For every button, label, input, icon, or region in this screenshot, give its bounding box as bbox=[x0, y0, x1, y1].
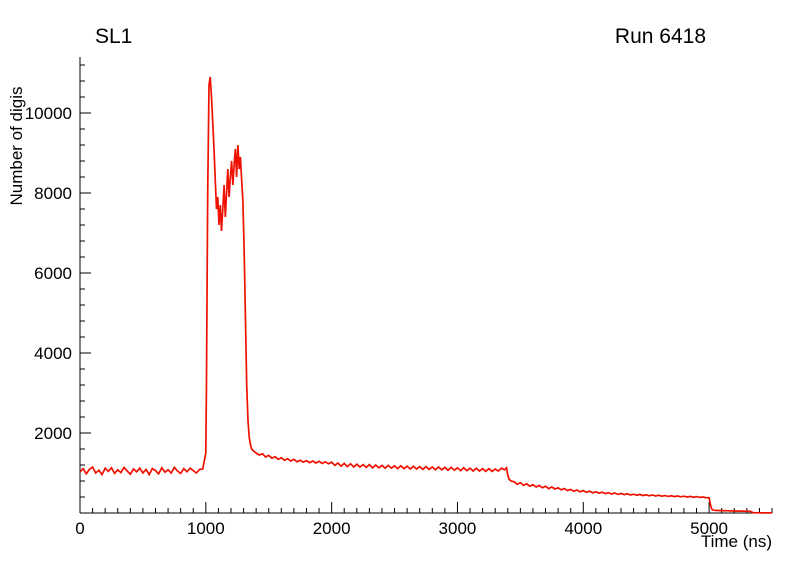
chart-title-left: SL1 bbox=[95, 25, 132, 48]
plot-area: 0 1000 2000 3000 4000 5000 2000 4000 6000 8000 100… bbox=[25, 57, 773, 538]
y-tick-label: 2000 bbox=[34, 424, 72, 443]
x-tick-label: 1000 bbox=[187, 519, 225, 538]
y-tick-label: 10000 bbox=[25, 104, 72, 123]
y-tick-label: 4000 bbox=[34, 344, 72, 363]
x-tick-label: 2000 bbox=[313, 519, 351, 538]
x-tick-label: 0 bbox=[75, 519, 84, 538]
y-tick-label: 8000 bbox=[34, 184, 72, 203]
x-tick-label: 3000 bbox=[439, 519, 477, 538]
histogram-line bbox=[79, 76, 772, 514]
y-tick-label: 6000 bbox=[34, 264, 72, 283]
chart-title-right: Run 6418 bbox=[615, 25, 706, 48]
y-axis-title: Number of digis bbox=[7, 86, 26, 205]
x-axis-title: Time (ns) bbox=[701, 532, 772, 551]
x-tick-label: 4000 bbox=[564, 519, 602, 538]
x-tick-label: 5000 bbox=[690, 519, 728, 538]
